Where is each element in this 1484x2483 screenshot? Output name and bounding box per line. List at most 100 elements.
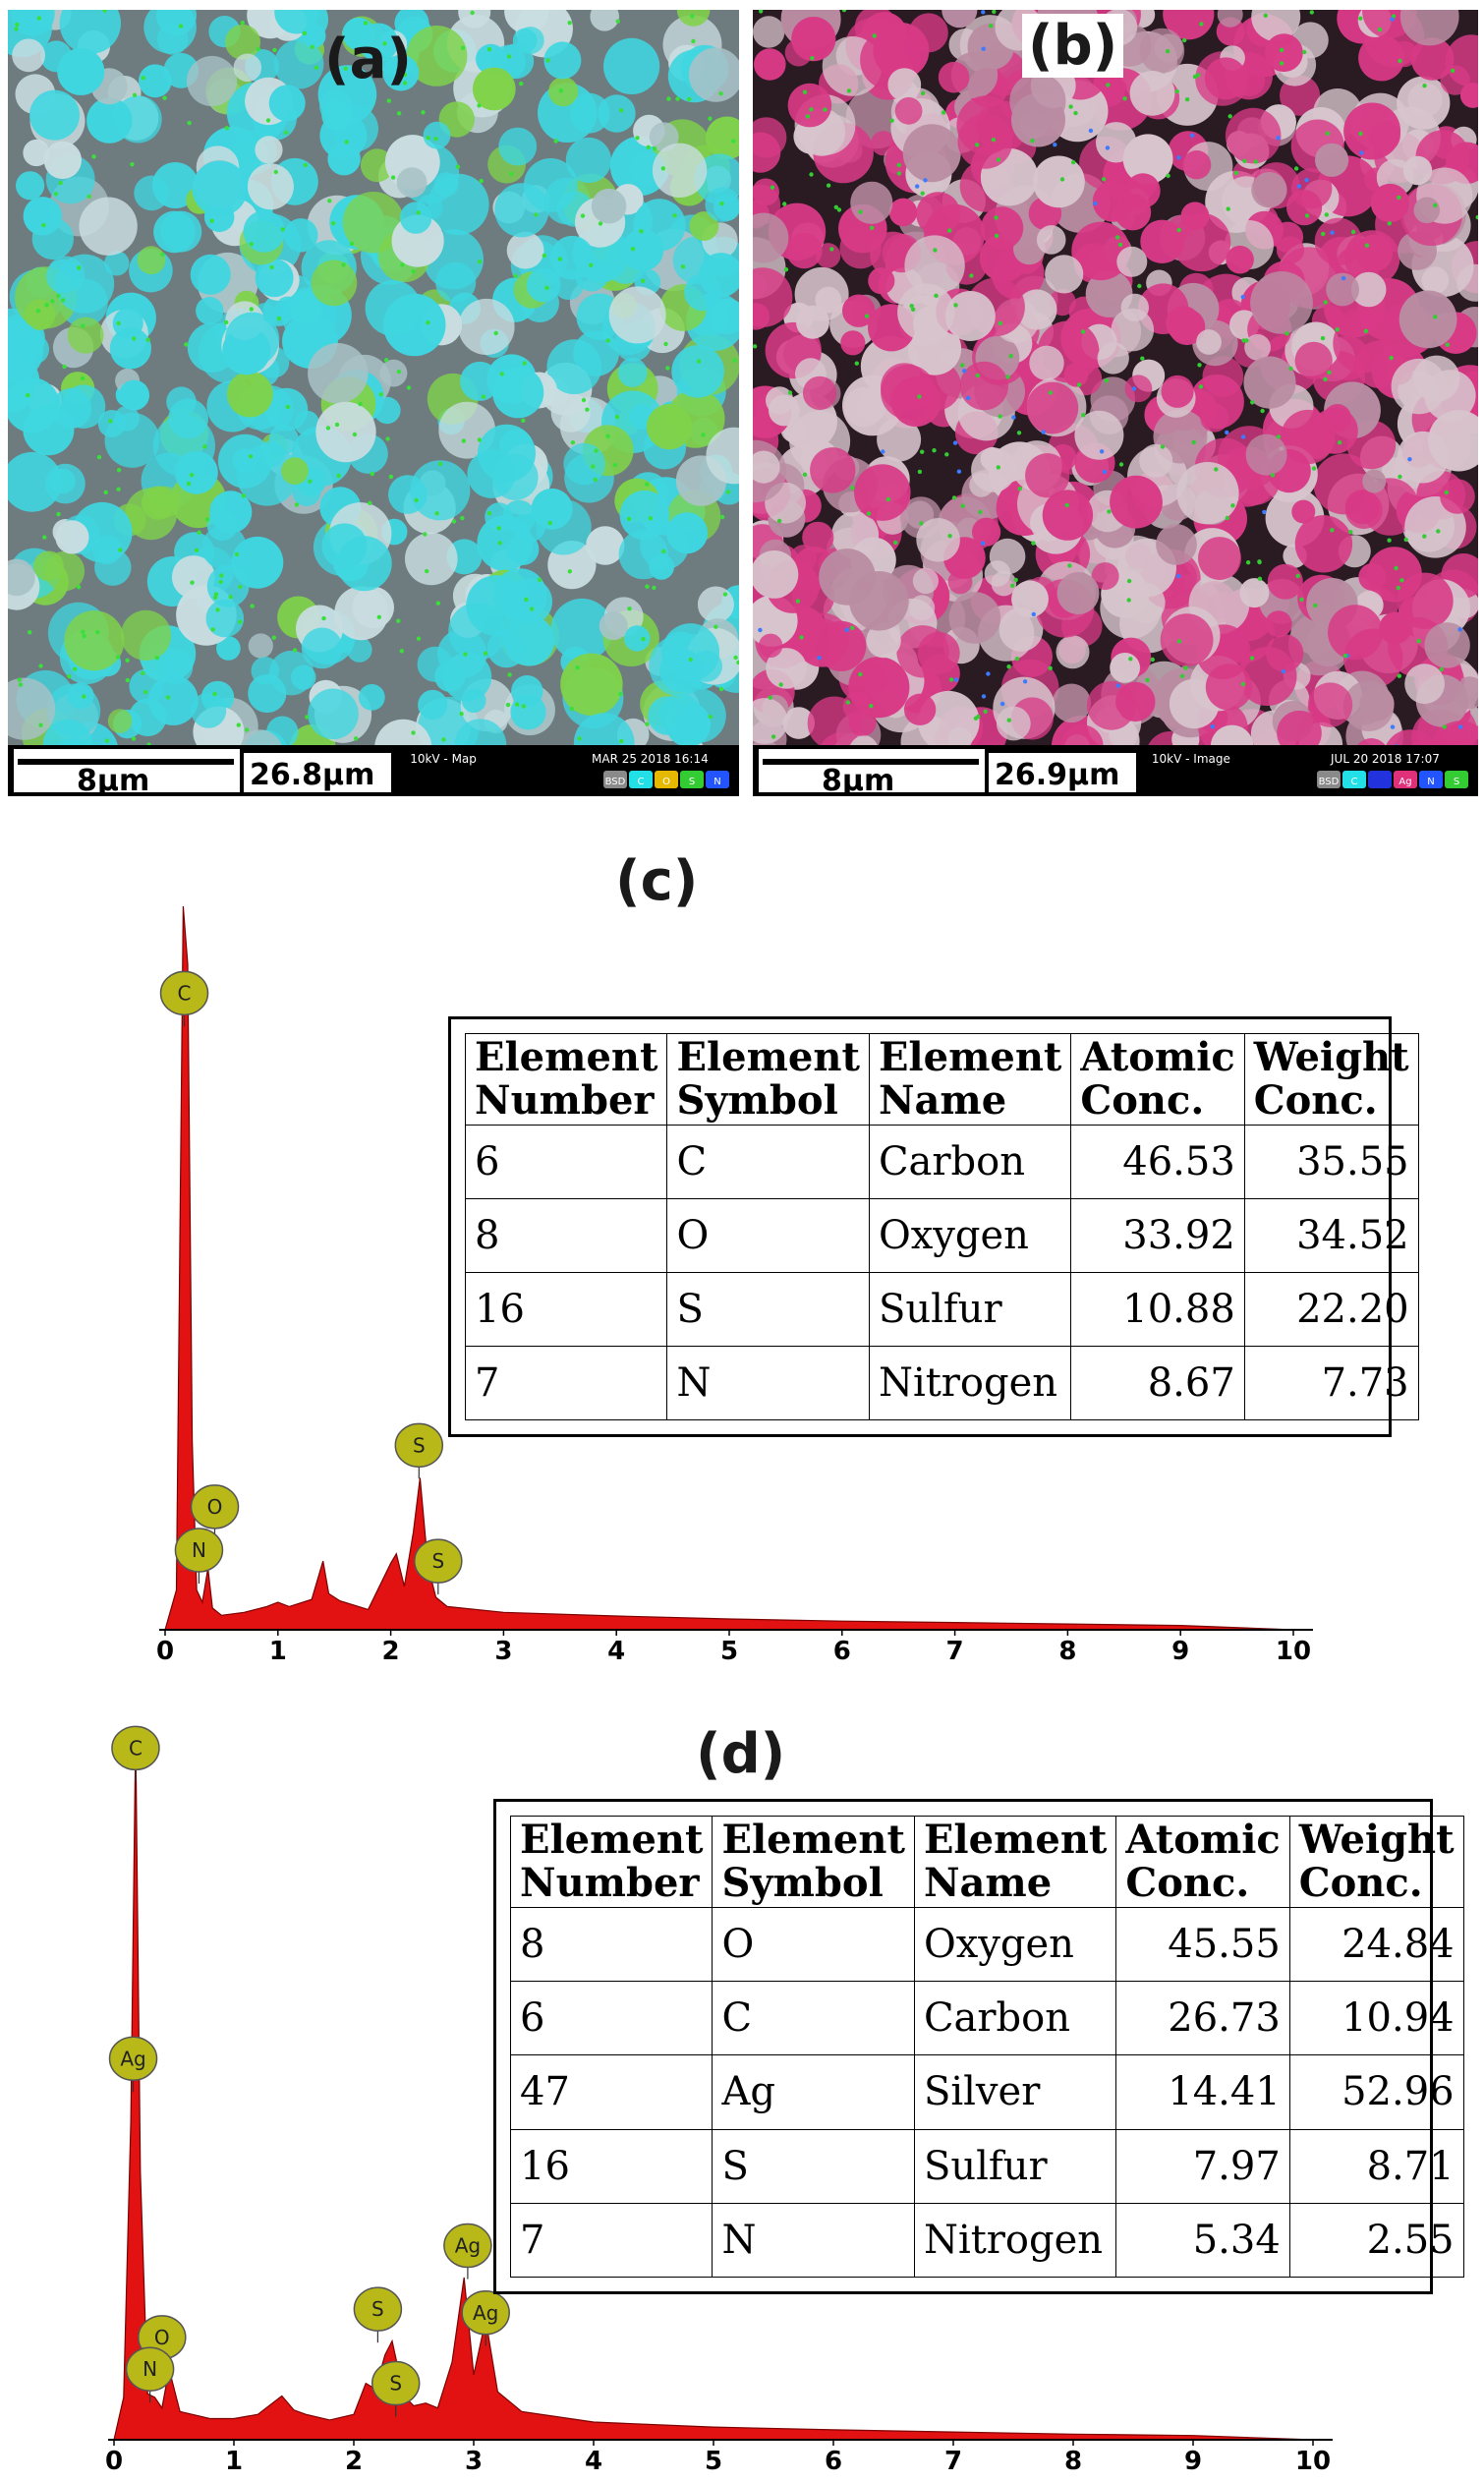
particle bbox=[247, 163, 294, 210]
element-dot bbox=[187, 120, 192, 126]
element-dot bbox=[60, 298, 66, 303]
element-dot bbox=[951, 495, 957, 500]
element-dot bbox=[1067, 563, 1072, 568]
element-dot bbox=[1281, 668, 1286, 674]
element-dot bbox=[645, 584, 650, 589]
cell-atomic: 46.53 bbox=[1070, 1125, 1245, 1199]
element-dot bbox=[386, 98, 391, 103]
element-dot bbox=[758, 627, 763, 633]
element-dot bbox=[385, 436, 390, 441]
element-dot bbox=[1071, 159, 1076, 165]
element-dot bbox=[896, 171, 902, 176]
element-dot bbox=[1288, 366, 1293, 372]
particle bbox=[787, 83, 832, 128]
element-dot bbox=[202, 444, 207, 449]
particle bbox=[494, 183, 549, 238]
element-dot bbox=[593, 477, 598, 483]
field-width-label: 26.8µm bbox=[250, 758, 374, 792]
particle bbox=[753, 450, 780, 484]
particle bbox=[382, 293, 446, 357]
element-dot bbox=[1006, 718, 1011, 722]
particle bbox=[1398, 290, 1457, 349]
panel-letter-d: (d) bbox=[696, 1722, 786, 1786]
cell-weight: 24.84 bbox=[1288, 1906, 1464, 1983]
particle bbox=[868, 267, 895, 295]
element-dot bbox=[76, 585, 82, 590]
header-line: Name bbox=[923, 1860, 1053, 1906]
element-dot bbox=[416, 210, 421, 215]
element-dot bbox=[829, 247, 834, 252]
element-dot bbox=[132, 336, 137, 341]
element-dot bbox=[719, 201, 724, 206]
element-dot bbox=[1114, 235, 1120, 240]
particle bbox=[671, 688, 726, 743]
particle bbox=[1129, 71, 1175, 116]
particle bbox=[61, 384, 106, 430]
particle bbox=[107, 709, 133, 733]
particle bbox=[1009, 73, 1066, 130]
particle bbox=[1091, 562, 1119, 591]
element-dot bbox=[310, 44, 314, 49]
particle bbox=[565, 137, 612, 184]
legend-label: O bbox=[662, 777, 670, 787]
header-element-name: Element Name bbox=[913, 1816, 1117, 1908]
element-dot bbox=[86, 194, 91, 200]
element-dot bbox=[996, 157, 1001, 162]
element-dot bbox=[58, 180, 63, 186]
element-dot bbox=[435, 601, 440, 606]
particle bbox=[839, 227, 882, 269]
element-dot bbox=[605, 433, 610, 438]
element-dot bbox=[143, 689, 148, 695]
particle bbox=[1097, 342, 1129, 375]
table-row: 6 C Carbon 26.73 10.94 bbox=[509, 1981, 1464, 2056]
element-dot bbox=[1358, 16, 1363, 21]
particle bbox=[903, 693, 937, 725]
element-dot bbox=[1048, 390, 1054, 395]
element-dot bbox=[497, 541, 502, 546]
particle bbox=[819, 549, 876, 606]
element-dot bbox=[1105, 145, 1111, 150]
particle bbox=[1033, 155, 1085, 208]
element-dot bbox=[234, 551, 240, 557]
element-dot bbox=[675, 96, 680, 101]
element-dot bbox=[944, 452, 949, 457]
particle bbox=[1198, 537, 1241, 581]
element-dot bbox=[1122, 96, 1127, 101]
legend-label: N bbox=[713, 777, 720, 787]
element-dot bbox=[558, 88, 564, 93]
element-dot bbox=[189, 473, 195, 478]
element-dot bbox=[805, 114, 811, 119]
particle bbox=[1156, 524, 1197, 565]
particle bbox=[1341, 310, 1368, 337]
element-dot bbox=[91, 154, 96, 159]
element-dot bbox=[1330, 230, 1335, 235]
element-dot bbox=[81, 323, 86, 328]
element-dot bbox=[1179, 673, 1185, 678]
particle bbox=[45, 259, 81, 294]
element-dot bbox=[241, 493, 246, 498]
particle bbox=[1111, 308, 1155, 352]
element-dot bbox=[542, 253, 546, 259]
particle bbox=[902, 124, 961, 183]
particle bbox=[1025, 453, 1070, 498]
peak-marker-label: Ag bbox=[120, 2047, 145, 2070]
mode-label: 10kV - Image bbox=[1152, 752, 1230, 766]
particle bbox=[301, 627, 343, 669]
element-dot bbox=[249, 242, 254, 247]
particle bbox=[526, 267, 561, 303]
element-dot bbox=[909, 304, 914, 309]
element-dot bbox=[368, 500, 372, 505]
element-dot bbox=[1160, 444, 1166, 449]
particle bbox=[399, 202, 432, 234]
element-dot bbox=[866, 511, 872, 516]
particle bbox=[618, 529, 668, 580]
particle bbox=[866, 622, 901, 659]
particle bbox=[543, 41, 582, 80]
element-dot bbox=[378, 392, 383, 397]
date-label: JUL 20 2018 17:07 bbox=[1330, 752, 1440, 766]
element-dot bbox=[461, 438, 466, 443]
particle bbox=[1110, 653, 1140, 683]
peak-marker bbox=[159, 970, 209, 1016]
element-dot bbox=[1250, 400, 1255, 405]
